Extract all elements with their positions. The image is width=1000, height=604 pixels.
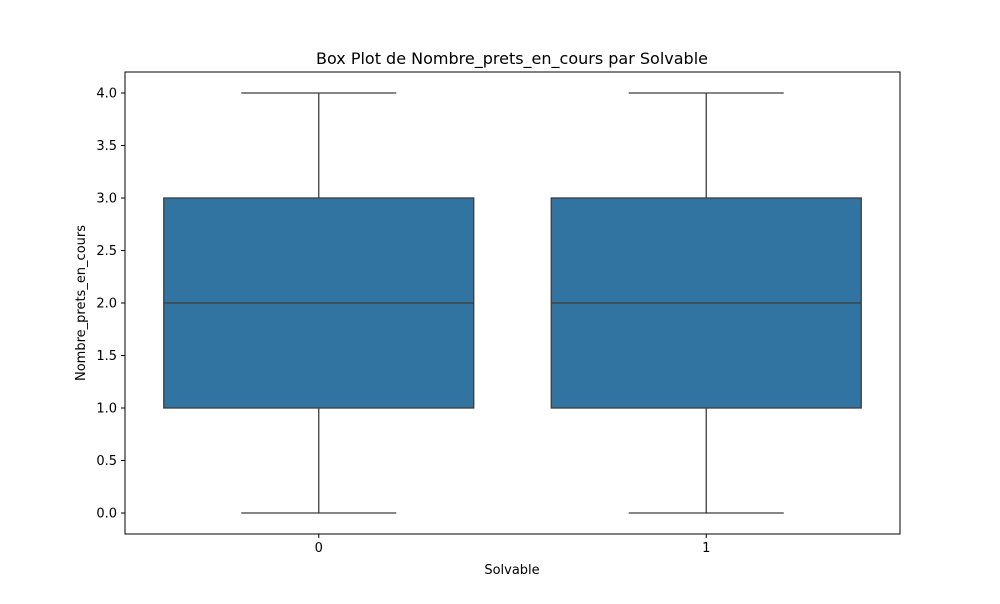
y-tick-label: 3.0 bbox=[96, 192, 117, 207]
y-tick-label: 3.5 bbox=[96, 139, 117, 154]
y-tick-label: 0.5 bbox=[96, 454, 117, 469]
box-1 bbox=[550, 92, 862, 514]
y-tick-label: 2.5 bbox=[96, 244, 117, 259]
y-tick-label: 4.0 bbox=[96, 87, 117, 102]
box-0 bbox=[163, 92, 475, 514]
box-series bbox=[163, 92, 862, 514]
y-tick-label: 1.0 bbox=[96, 402, 117, 417]
y-tick-label: 1.5 bbox=[96, 349, 117, 364]
x-tick-label: 1 bbox=[702, 541, 710, 556]
y-axis: 0.0 0.5 1.0 1.5 2.0 2.5 3.0 3.5 4.0 bbox=[96, 87, 125, 522]
chart-title: Box Plot de Nombre_prets_en_cours par So… bbox=[316, 49, 708, 69]
x-axis-label: Solvable bbox=[484, 563, 539, 578]
x-tick-label: 0 bbox=[315, 541, 323, 556]
y-tick-label: 0.0 bbox=[96, 507, 117, 522]
y-tick-label: 2.0 bbox=[96, 297, 117, 312]
y-axis-label: Nombre_prets_en_cours bbox=[74, 225, 89, 381]
